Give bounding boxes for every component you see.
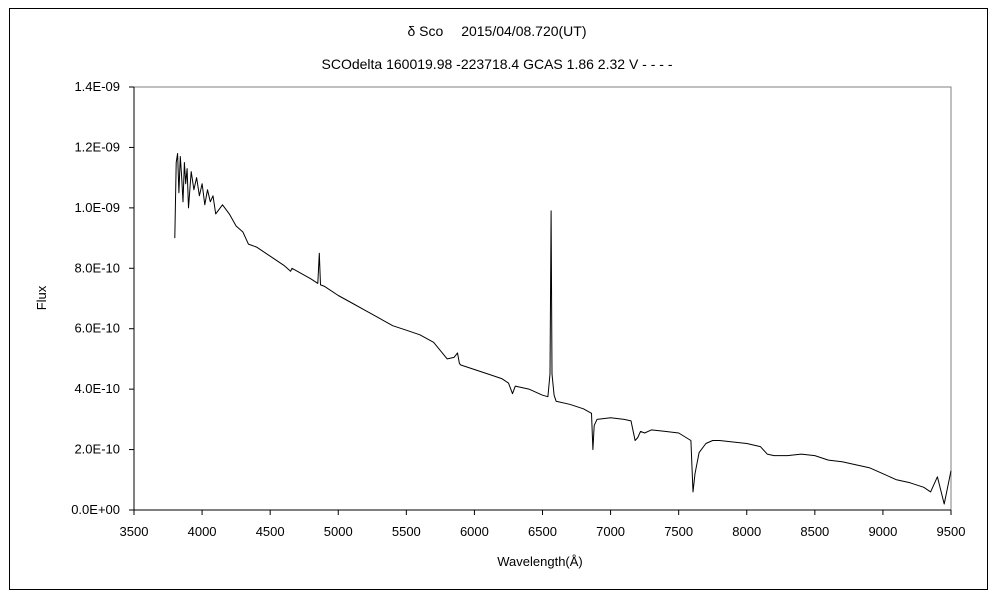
- chart-title: δ Sco 2015/04/08.720(UT): [408, 23, 587, 39]
- y-tick-label: 2.0E-10: [74, 442, 120, 457]
- x-axis-title: Wavelength(Å): [497, 554, 583, 569]
- x-tick-label: 8500: [800, 524, 829, 539]
- y-tick-label: 0.0E+00: [71, 502, 120, 517]
- y-axis: 0.0E+00 2.0E-10 4.0E-10 6.0E-10 8.0E-10 1.0E-…: [71, 79, 134, 517]
- chart-frame: [9, 8, 988, 590]
- series-group: [174, 153, 952, 505]
- y-tick-label: 1.4E-09: [74, 79, 120, 94]
- x-tick-label: 6500: [528, 524, 557, 539]
- x-tick-label: 8000: [732, 524, 761, 539]
- x-tick-label: 9000: [868, 524, 897, 539]
- x-tick-label: 5500: [392, 524, 421, 539]
- y-tick-label: 1.0E-09: [74, 200, 120, 215]
- x-tick-label: 4500: [256, 524, 285, 539]
- x-tick-label: 7000: [596, 524, 625, 539]
- y-tick-label: 8.0E-10: [74, 260, 120, 275]
- x-tick-label: 3500: [120, 524, 149, 539]
- x-tick-label: 5000: [324, 524, 353, 539]
- spectrum-line: [174, 153, 952, 505]
- x-tick-label: 4000: [188, 524, 217, 539]
- y-axis-title: Flux: [34, 285, 49, 310]
- x-tick-label: 9500: [937, 524, 966, 539]
- plot-area: [133, 86, 952, 511]
- y-tick-label: 4.0E-10: [74, 381, 120, 396]
- chart-subtitle: SCOdelta 160019.98 -223718.4 GCAS 1.86 2…: [322, 56, 673, 72]
- y-tick-label: 6.0E-10: [74, 321, 120, 336]
- x-axis: 3500 4000 4500 5000 5500 6000 6500 7000 7500 8000…: [120, 510, 966, 539]
- x-tick-label: 6000: [460, 524, 489, 539]
- x-tick-label: 7500: [664, 524, 693, 539]
- y-tick-label: 1.2E-09: [74, 139, 120, 154]
